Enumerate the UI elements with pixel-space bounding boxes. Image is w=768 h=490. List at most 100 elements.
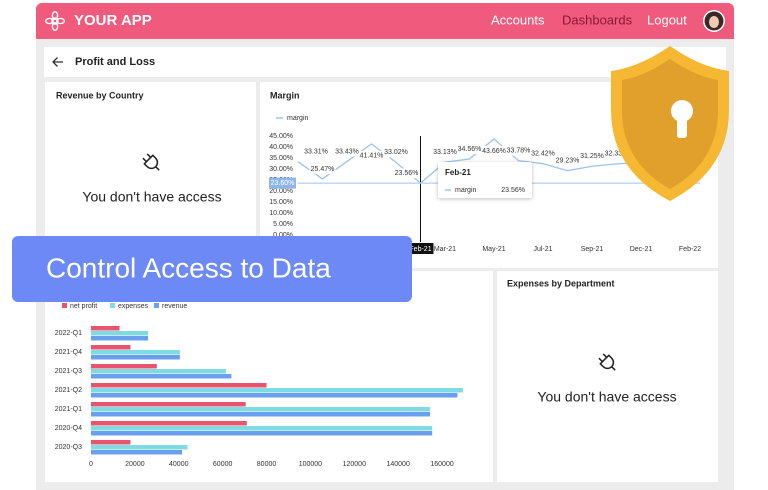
bar — [91, 364, 157, 369]
bar — [91, 355, 180, 360]
no-access-message: You don't have access — [82, 189, 221, 205]
header-bar-base — [36, 30, 734, 39]
x-tick-label: 40000 — [169, 461, 189, 468]
y-tick-label: 2021-Q3 — [55, 368, 82, 375]
y-tick-label: 30.00% — [269, 166, 293, 173]
data-label-bg — [303, 146, 329, 157]
crosshair-label: 23.60% — [271, 180, 295, 187]
bar — [91, 440, 131, 445]
crosshair-label-bg — [269, 177, 296, 189]
bar — [91, 383, 267, 388]
bar — [91, 412, 430, 417]
shield-icon — [611, 46, 729, 201]
data-label: 34.56% — [458, 146, 482, 153]
tooltip-value: 23.56% — [501, 187, 525, 194]
x-tick-label: 80000 — [257, 461, 277, 468]
data-label: 31.25% — [580, 153, 604, 160]
data-label-bg — [603, 148, 630, 159]
data-label-bg — [432, 147, 458, 158]
card-title: Revenue by Country — [56, 90, 144, 100]
tooltip-series: margin — [455, 187, 477, 194]
data-label-bg — [481, 145, 507, 156]
nav-link[interactable]: Dashboards — [562, 12, 633, 27]
nav-link[interactable]: Accounts — [491, 12, 545, 27]
legend-label: expenses — [118, 303, 148, 310]
data-label: 32.42% — [531, 151, 555, 158]
y-tick-label: 2021-Q2 — [55, 387, 82, 394]
y-tick-label: 2021-Q4 — [55, 349, 82, 356]
y-tick-label: 2021-Q1 — [55, 406, 82, 413]
x-label-highlight — [407, 243, 434, 254]
data-label-bg — [456, 143, 483, 154]
overlay: Control Access to Data — [12, 46, 729, 302]
bar — [91, 388, 463, 393]
y-tick-label: 5.00% — [273, 221, 293, 228]
legend-label: margin — [287, 115, 309, 122]
data-label-bg — [393, 168, 420, 179]
bar — [91, 345, 131, 350]
legend-swatch — [62, 303, 67, 308]
x-tick-label: 20000 — [125, 461, 145, 468]
legend-label: net profit — [70, 303, 97, 310]
bar — [91, 393, 458, 398]
y-tick-label: 2022-Q1 — [55, 330, 82, 337]
x-tick-label: Dec-21 — [630, 246, 653, 253]
data-label-bg — [309, 163, 336, 174]
bar — [91, 350, 180, 355]
y-tick-label: 20.00% — [269, 188, 293, 195]
x-tick-label: Jul-21 — [533, 246, 552, 253]
x-tick-label: 140000 — [386, 461, 409, 468]
data-label-bg — [334, 146, 360, 157]
data-label-bg — [530, 148, 556, 159]
back-arrow[interactable] — [52, 57, 63, 67]
bar — [91, 374, 232, 379]
avatar[interactable] — [703, 10, 725, 32]
card-title: Margin — [270, 90, 300, 100]
tooltip-title: Feb-21 — [445, 168, 471, 177]
charts: 0.00%5.00%10.00%15.00%20.00%25.00%30.00%… — [55, 115, 701, 468]
logo-icon — [44, 10, 65, 31]
app-name: YOUR APP — [74, 12, 152, 29]
x-tick-label: Feb-21 — [409, 246, 431, 253]
bar — [91, 421, 247, 426]
y-tick-label: 0.00% — [273, 232, 293, 239]
line-series — [297, 138, 691, 185]
bar — [91, 326, 120, 331]
y-tick-label: 45.00% — [269, 133, 293, 140]
x-tick-label: Feb-22 — [679, 246, 701, 253]
bar — [91, 426, 433, 431]
no-access-message: You don't have access — [537, 389, 676, 405]
page-title: Profit and Loss — [75, 56, 155, 68]
legend-swatch — [154, 303, 159, 308]
x-tick-label: 120000 — [343, 461, 366, 468]
legend-swatch — [110, 303, 115, 308]
x-tick-label: 100000 — [299, 461, 322, 468]
x-tick-label: 0 — [89, 461, 93, 468]
bar — [91, 445, 188, 450]
data-label: 29.23% — [556, 158, 580, 165]
tooltip-box — [438, 162, 532, 198]
bar — [91, 402, 246, 407]
data-label: 32.33% — [605, 151, 629, 158]
tooltip: Feb-21 margin 23.56% — [438, 162, 532, 198]
bar — [91, 431, 433, 436]
data-label: 33.02% — [384, 149, 408, 156]
data-label: 25.47% — [311, 166, 335, 173]
no-access-icon — [598, 353, 616, 371]
x-tick-label: Mar-21 — [434, 246, 456, 253]
data-label-bg — [579, 151, 605, 162]
data-label: 33.31% — [304, 149, 328, 156]
data-label: 43.66% — [482, 148, 506, 155]
y-tick-label: 2020-Q3 — [55, 444, 82, 451]
banner-text: Control Access to Data — [46, 252, 331, 283]
data-label: 33.43% — [335, 148, 359, 155]
no-access-icon — [142, 153, 160, 171]
bar — [91, 331, 149, 336]
banner — [12, 236, 412, 302]
bar — [91, 336, 149, 341]
data-label: 33.78% — [507, 148, 531, 155]
nav-link[interactable]: Logout — [647, 12, 687, 27]
y-tick-label: 10.00% — [269, 210, 293, 217]
x-tick-label: 160000 — [430, 461, 453, 468]
